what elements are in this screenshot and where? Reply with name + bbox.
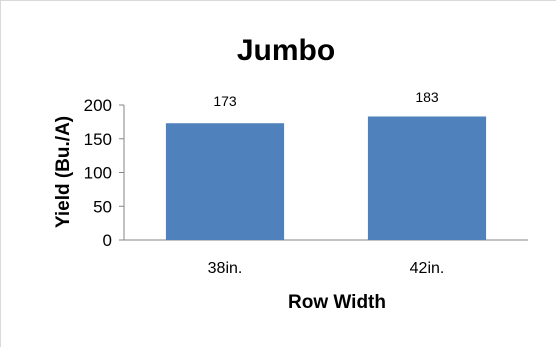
- data-label: 183: [415, 89, 439, 105]
- x-axis-title: Row Width: [288, 292, 386, 313]
- chart-title: Jumbo: [237, 34, 335, 67]
- y-tick-label: 150: [84, 130, 112, 149]
- bars: [165, 116, 487, 240]
- y-axis-ticks: 0 50 100 150 200: [84, 96, 124, 250]
- y-tick-label: 50: [93, 197, 112, 216]
- y-tick-label: 200: [84, 96, 112, 115]
- y-axis-title: Yield (Bu./A): [53, 116, 74, 228]
- category-labels: 38in. 42in.: [208, 260, 445, 277]
- data-label: 173: [213, 93, 237, 109]
- y-tick-label: 100: [84, 164, 112, 183]
- bar: [367, 116, 487, 240]
- x-tick-label: 42in.: [410, 260, 445, 277]
- y-tick-label: 0: [103, 231, 112, 250]
- bar: [165, 123, 285, 240]
- x-tick-label: 38in.: [208, 260, 243, 277]
- data-labels: 173 183: [213, 89, 439, 109]
